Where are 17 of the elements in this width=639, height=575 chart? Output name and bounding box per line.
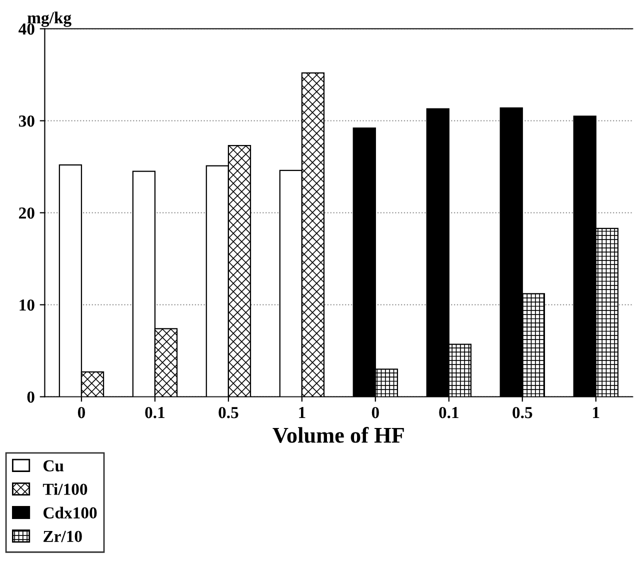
x-tick-label: 1 <box>593 407 600 418</box>
y-tick-label: 0 <box>27 391 34 403</box>
x-tick-label: 0.1 <box>439 406 458 418</box>
x-axis-title: Volume of HF <box>272 426 404 443</box>
y-tick-label: 30 <box>18 115 34 127</box>
x-tick-label: 0 <box>78 406 86 418</box>
legend-label: Zr/10 <box>43 530 82 542</box>
legend-label: Cu <box>44 460 64 472</box>
x-tick-label: 0.1 <box>145 406 165 418</box>
legend-label: Cdx100 <box>44 506 97 519</box>
x-tick-label: 0.5 <box>512 406 532 418</box>
x-tick-label: 0.5 <box>218 406 238 418</box>
y-tick-label: 10 <box>20 299 34 311</box>
legend-label: Ti/100 <box>42 483 88 495</box>
x-tick-label: 1 <box>299 407 306 418</box>
x-tick-label: 0 <box>372 406 379 418</box>
y-tick-label: 20 <box>19 207 34 219</box>
